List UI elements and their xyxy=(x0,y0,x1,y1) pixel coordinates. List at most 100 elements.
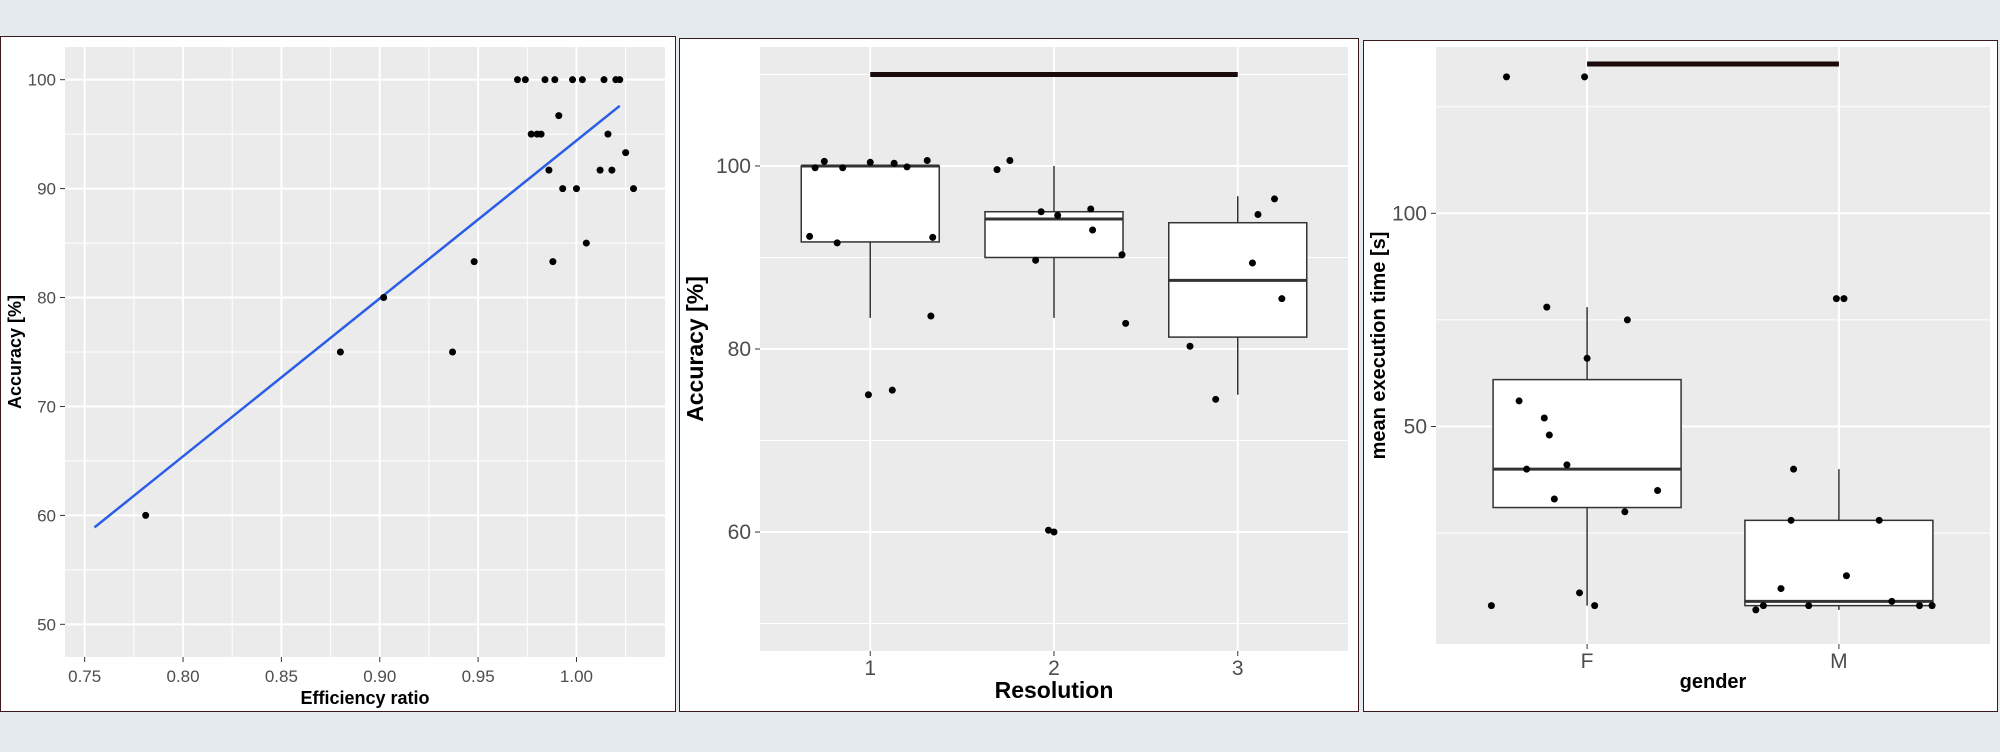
x-tick-label: 0.90 xyxy=(363,667,396,686)
data-point xyxy=(1122,319,1130,327)
data-point xyxy=(1523,465,1531,473)
y-tick-label: 90 xyxy=(37,180,56,199)
y-axis-title: Accuracy [%] xyxy=(682,276,708,422)
y-tick-label: 60 xyxy=(37,506,56,525)
data-point xyxy=(1089,226,1097,234)
data-point xyxy=(864,391,872,399)
data-point xyxy=(1842,572,1850,580)
data-point xyxy=(866,158,874,166)
x-axis-title: Efficiency ratio xyxy=(300,688,429,708)
data-point xyxy=(1044,526,1052,534)
scatter-panel: 0.75 0.80 0.85 0.90 0.95 1.00 50 60 70 80 90 100 Eff… xyxy=(0,36,676,712)
data-point xyxy=(608,166,616,174)
data-point xyxy=(1054,211,1062,219)
box xyxy=(1744,519,1934,607)
x-tick-label: 0.85 xyxy=(265,667,298,686)
data-point xyxy=(1621,508,1629,516)
data-point xyxy=(1563,461,1571,469)
data-point xyxy=(1787,516,1795,524)
data-point xyxy=(1915,602,1923,610)
data-point xyxy=(820,157,828,165)
y-tick-label: 70 xyxy=(37,397,56,416)
data-point xyxy=(578,76,586,84)
data-point xyxy=(551,76,559,84)
x-tick-label: 0.80 xyxy=(166,667,199,686)
data-point xyxy=(811,164,819,172)
x-axis-title: Resolution xyxy=(995,677,1114,703)
x-axis-title: gender xyxy=(1680,671,1747,693)
y-tick-label: 50 xyxy=(1404,416,1427,439)
data-point xyxy=(890,159,898,167)
data-point xyxy=(545,166,553,174)
data-point xyxy=(1503,73,1511,81)
y-tick-label: 80 xyxy=(37,289,56,308)
data-point xyxy=(596,166,604,174)
data-point xyxy=(1271,195,1278,203)
box xyxy=(1492,378,1682,509)
data-point xyxy=(521,76,529,84)
data-point xyxy=(1790,465,1798,473)
data-point xyxy=(1050,528,1058,536)
data-point xyxy=(1875,516,1883,524)
y-tick-label: 80 xyxy=(728,338,751,361)
x-tick-label: F xyxy=(1581,650,1594,673)
data-point xyxy=(559,185,567,193)
data-point xyxy=(630,185,638,193)
data-point xyxy=(1581,73,1589,81)
y-tick-label: 50 xyxy=(37,615,56,634)
data-point xyxy=(1752,606,1760,614)
box xyxy=(800,165,940,243)
data-point xyxy=(336,348,344,356)
x-tick-label: 1.00 xyxy=(560,667,593,686)
data-point xyxy=(582,239,590,247)
data-point xyxy=(616,76,624,84)
data-point xyxy=(1654,486,1662,494)
x-tick-label: 0.75 xyxy=(68,667,101,686)
data-point xyxy=(572,185,580,193)
data-point xyxy=(527,130,535,138)
regression-line xyxy=(93,104,621,529)
gender-execution-time-boxplot: F M 50 100 gender mean execution time [s] xyxy=(1368,47,1990,693)
y-tick-label: 100 xyxy=(1392,202,1427,225)
data-point xyxy=(1543,303,1551,311)
data-point xyxy=(449,348,457,356)
data-point xyxy=(903,163,911,171)
data-point xyxy=(1254,210,1262,218)
data-point xyxy=(1212,395,1220,403)
data-point xyxy=(604,130,612,138)
data-point xyxy=(537,130,545,138)
data-point xyxy=(470,258,478,266)
data-point xyxy=(1545,431,1553,439)
data-point xyxy=(1487,602,1495,610)
data-point xyxy=(569,76,577,84)
x-tick-label: M xyxy=(1830,650,1848,673)
data-point xyxy=(927,312,935,320)
data-point xyxy=(1832,295,1840,303)
data-point xyxy=(1186,342,1194,350)
y-axis-title: mean execution time [s] xyxy=(1368,232,1390,460)
x-tick-label: 1 xyxy=(864,657,876,680)
data-point xyxy=(1540,414,1548,422)
data-point xyxy=(1515,397,1523,405)
data-point xyxy=(993,166,1001,174)
data-point xyxy=(1087,205,1095,213)
data-point xyxy=(1805,602,1813,610)
data-point xyxy=(1888,597,1896,605)
data-point xyxy=(1583,354,1591,362)
y-tick-label: 100 xyxy=(28,71,56,90)
data-point xyxy=(541,76,549,84)
data-point xyxy=(622,149,630,157)
y-axis-title: Accuracy [%] xyxy=(5,295,25,409)
resolution-boxplot-panel: 1 2 3 60 80 100 Resolution Accuracy [%] xyxy=(679,38,1359,712)
gender-boxplot-panel: F M 50 100 gender mean execution time [s] xyxy=(1363,40,1998,712)
data-point xyxy=(1928,602,1936,610)
data-point xyxy=(1118,251,1126,259)
data-point xyxy=(1777,585,1785,593)
data-point xyxy=(1759,602,1767,610)
y-tick-label: 100 xyxy=(716,155,751,178)
data-point xyxy=(1248,259,1256,267)
data-point xyxy=(1623,316,1631,324)
data-point xyxy=(833,239,841,247)
data-point xyxy=(380,294,388,302)
data-point xyxy=(1278,295,1286,303)
